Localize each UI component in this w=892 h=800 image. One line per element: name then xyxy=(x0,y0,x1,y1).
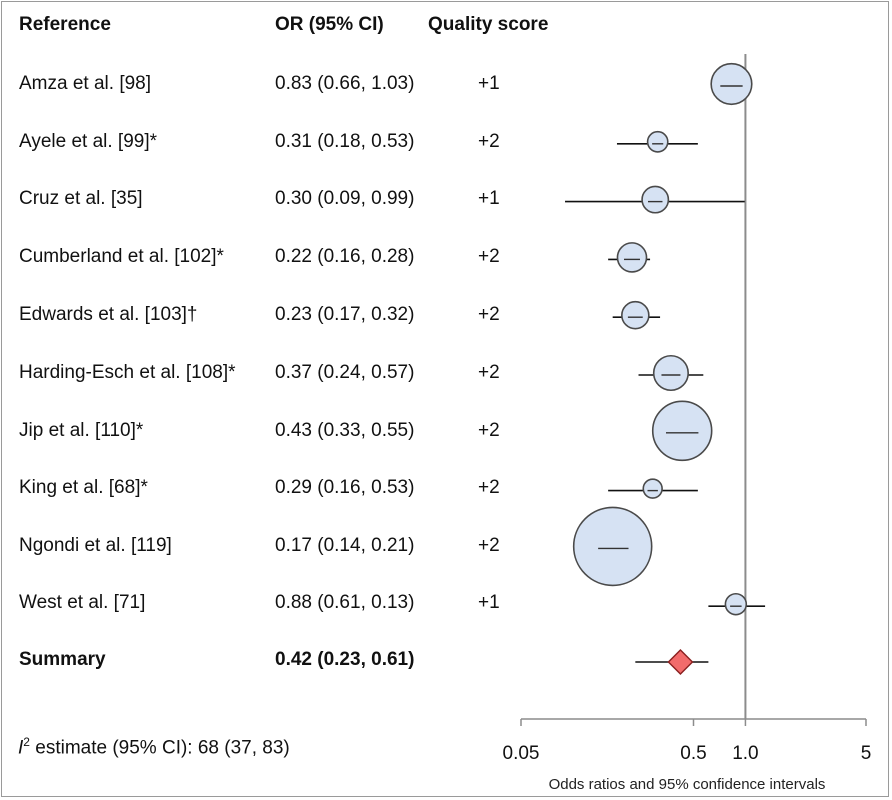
header-reference: Reference xyxy=(19,14,111,35)
row-quality: +2 xyxy=(478,477,500,498)
header-quality: Quality score xyxy=(428,14,549,35)
row-reference: Jip et al. [110]* xyxy=(19,420,144,441)
row-quality: +2 xyxy=(478,535,500,556)
i2-symbol: I xyxy=(18,737,24,759)
x-tick-label: 0.5 xyxy=(680,743,706,764)
row-reference: Ayele et al. [99]* xyxy=(19,131,158,152)
i2-estimate: I2 estimate (95% CI): 68 (37, 83) xyxy=(18,735,290,759)
row-quality: +1 xyxy=(478,188,500,209)
x-tick-label: 0.05 xyxy=(503,743,540,764)
study-point xyxy=(616,242,648,273)
study-point xyxy=(724,592,748,616)
row-or: 0.29 (0.16, 0.53) xyxy=(275,477,415,498)
summary-diamond xyxy=(667,649,694,675)
x-axis-label: Odds ratios and 95% confidence intervals xyxy=(549,776,826,793)
study-point xyxy=(646,130,669,153)
i2-text: estimate (95% CI): 68 (37, 83) xyxy=(29,737,290,759)
study-point xyxy=(652,354,689,392)
study-point xyxy=(621,300,650,330)
row-reference: West et al. [71] xyxy=(19,592,146,613)
row-quality: +2 xyxy=(478,304,500,325)
study-point xyxy=(710,62,753,106)
row-quality: +2 xyxy=(478,362,500,383)
x-tick-label: 5 xyxy=(861,743,872,764)
study-point xyxy=(572,506,653,587)
summary-label: Summary xyxy=(19,649,106,670)
row-reference: King et al. [68]* xyxy=(19,477,148,498)
row-quality: +1 xyxy=(478,73,500,94)
row-reference: Cumberland et al. [102]* xyxy=(19,246,224,267)
row-quality: +1 xyxy=(478,592,500,613)
row-or: 0.22 (0.16, 0.28) xyxy=(275,246,415,267)
header-or: OR (95% CI) xyxy=(275,14,384,35)
row-or: 0.17 (0.14, 0.21) xyxy=(275,535,415,556)
study-point xyxy=(642,478,663,499)
i2-superscript: 2 xyxy=(23,735,30,749)
row-reference: Amza et al. [98] xyxy=(19,73,152,94)
row-reference: Edwards et al. [103]† xyxy=(19,304,198,325)
row-or: 0.83 (0.66, 1.03) xyxy=(275,73,415,94)
row-reference: Harding-Esch et al. [108]* xyxy=(19,362,236,383)
row-or: 0.43 (0.33, 0.55) xyxy=(275,420,415,441)
study-point xyxy=(651,400,713,462)
row-reference: Cruz et al. [35] xyxy=(19,188,143,209)
row-quality: +2 xyxy=(478,131,500,152)
row-or: 0.88 (0.61, 0.13) xyxy=(275,592,415,613)
row-or: 0.30 (0.09, 0.99) xyxy=(275,188,415,209)
row-or: 0.37 (0.24, 0.57) xyxy=(275,362,415,383)
row-or: 0.23 (0.17, 0.32) xyxy=(275,304,415,325)
study-point xyxy=(641,185,670,214)
row-quality: +2 xyxy=(478,246,500,267)
x-tick-label: 1.0 xyxy=(732,743,758,764)
row-quality: +2 xyxy=(478,420,500,441)
row-reference: Ngondi et al. [119] xyxy=(19,535,172,556)
row-or: 0.31 (0.18, 0.53) xyxy=(275,131,415,152)
summary-or: 0.42 (0.23, 0.61) xyxy=(275,649,415,670)
